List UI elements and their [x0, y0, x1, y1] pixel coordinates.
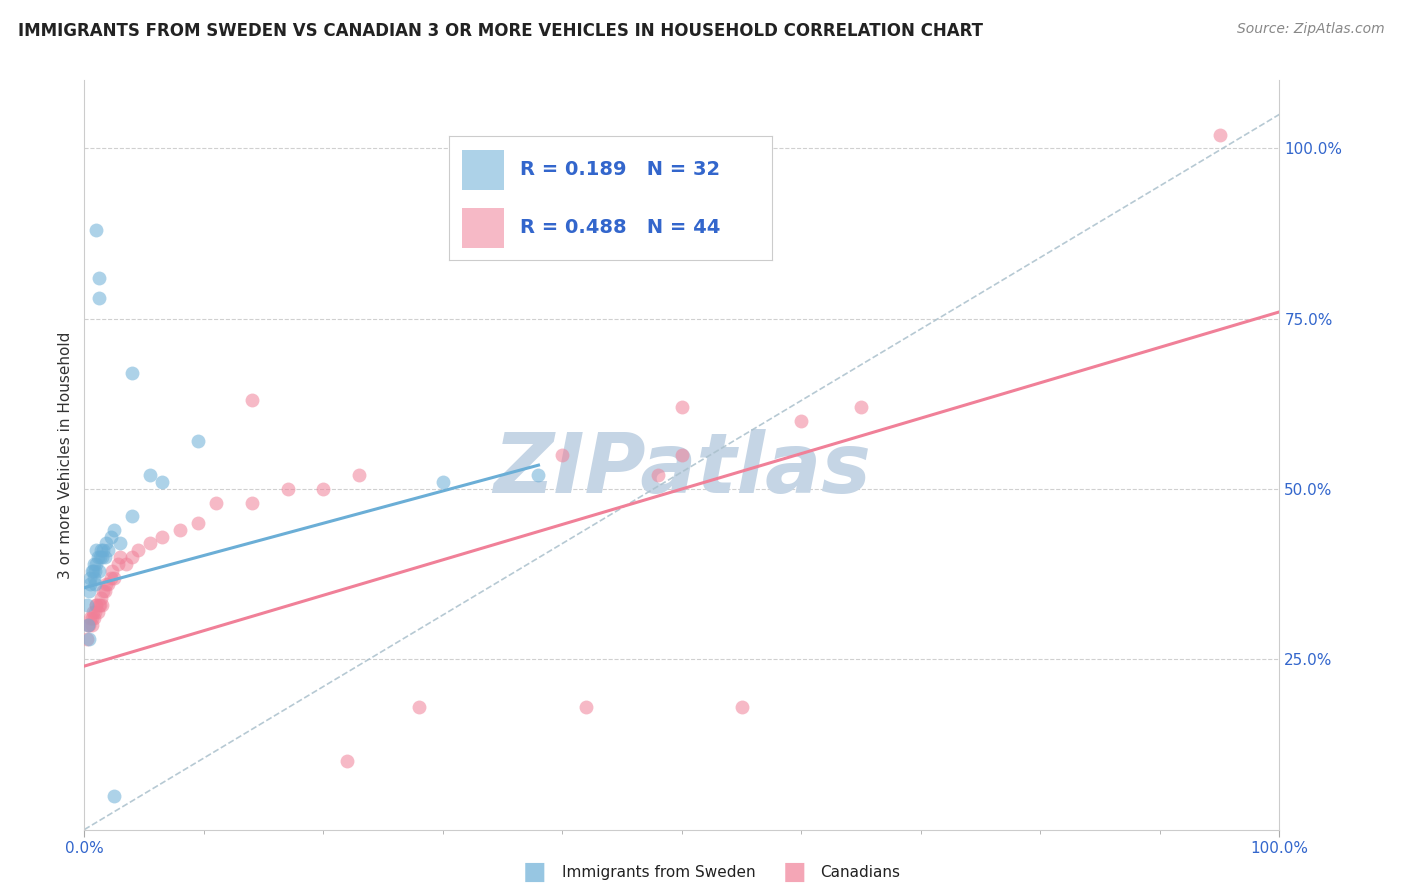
- Text: IMMIGRANTS FROM SWEDEN VS CANADIAN 3 OR MORE VEHICLES IN HOUSEHOLD CORRELATION C: IMMIGRANTS FROM SWEDEN VS CANADIAN 3 OR …: [18, 22, 983, 40]
- Text: ■: ■: [523, 861, 546, 884]
- Point: [86, 598, 108, 612]
- Point: [205, 495, 228, 509]
- Point: [790, 414, 813, 428]
- Point: [100, 530, 122, 544]
- Point: [107, 557, 129, 571]
- Point: [150, 475, 173, 490]
- Point: [80, 564, 103, 578]
- Point: [139, 468, 162, 483]
- Text: ZIPatlas: ZIPatlas: [494, 429, 870, 510]
- Text: Source: ZipAtlas.com: Source: ZipAtlas.com: [1237, 22, 1385, 37]
- Point: [83, 557, 105, 571]
- Point: [89, 598, 111, 612]
- Point: [87, 270, 110, 285]
- Point: [86, 557, 108, 571]
- Point: [76, 632, 98, 646]
- Point: [121, 550, 143, 565]
- Point: [86, 223, 108, 237]
- Point: [91, 598, 114, 612]
- Point: [115, 557, 138, 571]
- Point: [349, 468, 371, 483]
- Point: [103, 570, 125, 584]
- Point: [851, 401, 873, 415]
- Point: [671, 401, 693, 415]
- Point: [312, 482, 335, 496]
- Point: [82, 564, 104, 578]
- Point: [90, 543, 112, 558]
- Point: [77, 618, 100, 632]
- Point: [527, 468, 550, 483]
- Point: [86, 550, 108, 565]
- Point: [83, 570, 105, 584]
- Point: [100, 570, 122, 584]
- Point: [77, 618, 100, 632]
- Point: [86, 598, 108, 612]
- Point: [139, 536, 162, 550]
- Point: [101, 564, 124, 578]
- Point: [90, 591, 112, 605]
- Point: [77, 632, 100, 646]
- Point: [80, 611, 103, 625]
- Point: [1209, 128, 1232, 142]
- Point: [277, 482, 299, 496]
- Point: [83, 611, 105, 625]
- Point: [84, 577, 107, 591]
- Point: [84, 605, 107, 619]
- Point: [97, 543, 120, 558]
- Point: [93, 584, 115, 599]
- Text: Immigrants from Sweden: Immigrants from Sweden: [562, 865, 756, 880]
- Point: [79, 570, 101, 584]
- Point: [127, 543, 149, 558]
- Point: [110, 550, 132, 565]
- Point: [93, 584, 115, 599]
- Point: [103, 523, 125, 537]
- Point: [84, 564, 107, 578]
- Point: [87, 291, 110, 305]
- Point: [97, 577, 120, 591]
- Point: [77, 618, 100, 632]
- Point: [240, 393, 263, 408]
- Point: [240, 495, 263, 509]
- Point: [91, 550, 114, 565]
- Point: [94, 536, 117, 550]
- Point: [79, 577, 101, 591]
- Point: [93, 550, 115, 565]
- Point: [86, 543, 108, 558]
- Point: [551, 448, 574, 462]
- Point: [103, 789, 125, 803]
- Point: [336, 755, 359, 769]
- Point: [187, 434, 209, 449]
- Point: [150, 530, 173, 544]
- Point: [731, 700, 754, 714]
- Point: [432, 475, 454, 490]
- Point: [93, 543, 115, 558]
- Point: [80, 618, 103, 632]
- Point: [79, 611, 101, 625]
- Point: [121, 366, 143, 380]
- Text: Canadians: Canadians: [820, 865, 900, 880]
- Point: [76, 598, 98, 612]
- Point: [94, 577, 117, 591]
- Point: [87, 598, 110, 612]
- Point: [86, 605, 108, 619]
- Text: ■: ■: [783, 861, 806, 884]
- Point: [87, 564, 110, 578]
- Point: [169, 523, 191, 537]
- Y-axis label: 3 or more Vehicles in Household: 3 or more Vehicles in Household: [58, 331, 73, 579]
- Point: [647, 468, 669, 483]
- Point: [187, 516, 209, 530]
- Point: [110, 536, 132, 550]
- Point: [82, 605, 104, 619]
- Point: [89, 550, 111, 565]
- Point: [575, 700, 598, 714]
- Point: [671, 448, 693, 462]
- Point: [77, 584, 100, 599]
- Point: [121, 509, 143, 524]
- Point: [408, 700, 430, 714]
